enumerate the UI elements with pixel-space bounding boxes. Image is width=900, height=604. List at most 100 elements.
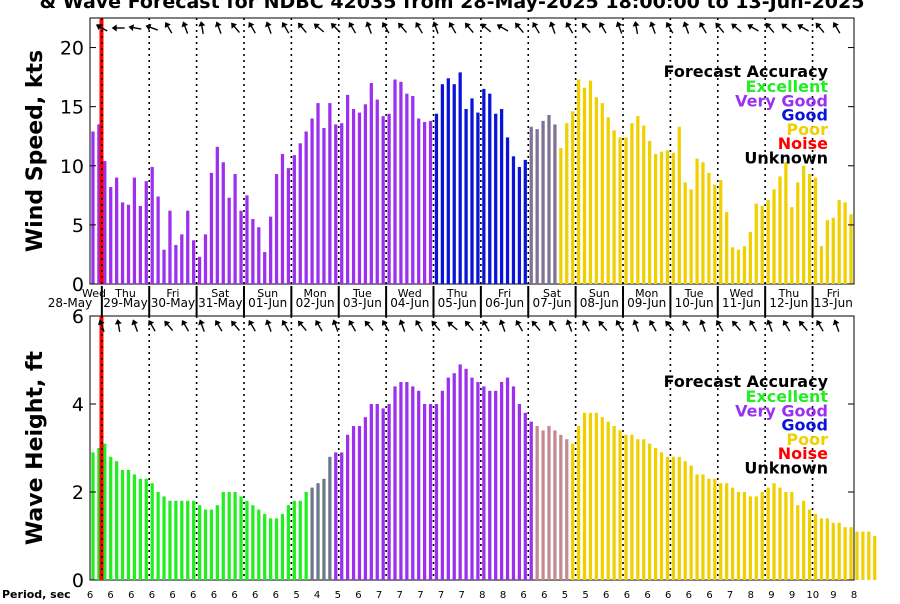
wave-bar xyxy=(813,514,818,580)
wave-bar xyxy=(742,492,747,580)
wave-bar xyxy=(665,456,670,580)
wind-direction-arrow xyxy=(649,21,656,34)
wind-ytick-label: 15 xyxy=(60,97,84,119)
wave-bar xyxy=(695,474,699,580)
period-value: 8 xyxy=(479,590,485,600)
wind-bar xyxy=(411,96,415,284)
wave-bar xyxy=(257,509,261,580)
wind-bar xyxy=(91,131,95,284)
wind-direction-arrow xyxy=(699,21,707,34)
wave-bar xyxy=(754,496,758,580)
wave-direction-arrow xyxy=(749,319,757,332)
wave-bar xyxy=(873,536,877,580)
wind-bar xyxy=(464,109,468,284)
wave-direction-arrow xyxy=(181,319,190,332)
wave-bar xyxy=(849,527,853,580)
wave-bar xyxy=(511,386,516,580)
wave-direction-arrow xyxy=(649,319,657,332)
wave-direction-arrow xyxy=(598,320,608,332)
wind-bar xyxy=(594,97,598,285)
period-row: Period, sec 6 6 6 6 6 6 6 6 6 6 5 4 5 6 7 7 7 7 7 8 8 6 6 5 5 6 6 6… xyxy=(2,588,857,601)
wave-direction-arrow xyxy=(431,320,441,332)
wave-bar xyxy=(434,404,439,580)
wave-direction-arrow xyxy=(148,319,156,332)
wave-bar xyxy=(541,430,545,580)
day-name-label: Thu xyxy=(114,287,136,300)
wave-bar xyxy=(375,404,379,580)
wind-bar xyxy=(843,202,847,284)
wave-bar xyxy=(351,426,356,580)
wave-ytick-label: 4 xyxy=(72,394,84,416)
wind-bar xyxy=(606,117,610,284)
wave-bar xyxy=(221,492,225,580)
wind-bar xyxy=(180,234,184,284)
wind-direction-arrow xyxy=(682,21,690,34)
period-value: 6 xyxy=(624,590,630,600)
wave-bar xyxy=(861,531,865,580)
wave-bar xyxy=(505,377,510,580)
period-value: 6 xyxy=(520,590,526,600)
wind-bar xyxy=(813,177,818,284)
day-date-label: 28-May xyxy=(48,296,92,310)
period-value: 8 xyxy=(748,590,754,600)
wave-ytick-label: 6 xyxy=(72,306,84,328)
wind-bar xyxy=(571,111,575,285)
wind-legend-title: Forecast Accuracy xyxy=(664,62,829,81)
wave-bar xyxy=(405,382,409,580)
wave-bar xyxy=(464,368,468,580)
wind-bar xyxy=(482,88,486,285)
wind-bar xyxy=(772,189,776,284)
wind-ylabel: Wind Speed, kts xyxy=(23,50,48,252)
wind-direction-arrow xyxy=(381,21,390,34)
wind-bar xyxy=(334,124,338,285)
day-name-label: Tue xyxy=(684,287,704,300)
wind-bar xyxy=(730,247,735,284)
wave-bar xyxy=(363,417,368,580)
wind-bar xyxy=(523,159,527,284)
day-name-label: Thu xyxy=(446,287,468,300)
wind-bar xyxy=(748,231,752,284)
wind-bar xyxy=(274,174,279,284)
wind-direction-arrow xyxy=(598,21,607,34)
wind-bar xyxy=(156,196,160,284)
wind-direction-arrow xyxy=(615,21,623,34)
wave-bar xyxy=(115,461,119,580)
wave-bar xyxy=(357,426,362,580)
wind-direction-arrow xyxy=(448,21,457,34)
wave-direction-arrow xyxy=(715,319,724,332)
wind-bar xyxy=(582,87,587,284)
wind-bar xyxy=(559,148,563,284)
day-name-label: Mon xyxy=(303,287,326,300)
wave-bar xyxy=(334,452,338,580)
wave-bar xyxy=(251,505,255,580)
day-date-label: 09-Jun xyxy=(627,296,666,310)
wind-direction-arrow xyxy=(231,22,240,34)
wave-bar xyxy=(476,382,480,580)
wave-bar xyxy=(446,377,450,580)
wind-bar xyxy=(316,103,320,285)
wave-bar xyxy=(725,483,729,580)
wind-bar xyxy=(346,94,350,284)
wave-bar xyxy=(618,430,622,580)
day-date-label: 05-Jun xyxy=(438,296,477,310)
wave-direction-arrow xyxy=(832,319,840,332)
wave-bar xyxy=(689,465,693,580)
wind-bar xyxy=(784,162,788,284)
period-value: 9 xyxy=(768,590,774,600)
period-value: 6 xyxy=(603,590,609,600)
wind-bar xyxy=(209,172,214,284)
wave-legend-entry: Very Good xyxy=(735,401,828,420)
wave-bar xyxy=(713,478,717,580)
wind-bar xyxy=(251,218,255,284)
day-date-label: 08-Jun xyxy=(580,296,619,310)
wave-direction-arrow xyxy=(114,319,122,333)
wind-bar xyxy=(671,152,675,284)
wave-bar xyxy=(470,377,474,580)
wave-bar xyxy=(197,505,202,580)
wind-direction-arrow xyxy=(265,21,272,34)
wave-bar xyxy=(559,434,563,580)
wind-speed-panel: 0 5 10 15 20 Wind Speed, kts Forecast Accuracy… xyxy=(23,17,855,296)
wind-bar xyxy=(547,114,551,284)
wind-bar xyxy=(144,181,148,284)
